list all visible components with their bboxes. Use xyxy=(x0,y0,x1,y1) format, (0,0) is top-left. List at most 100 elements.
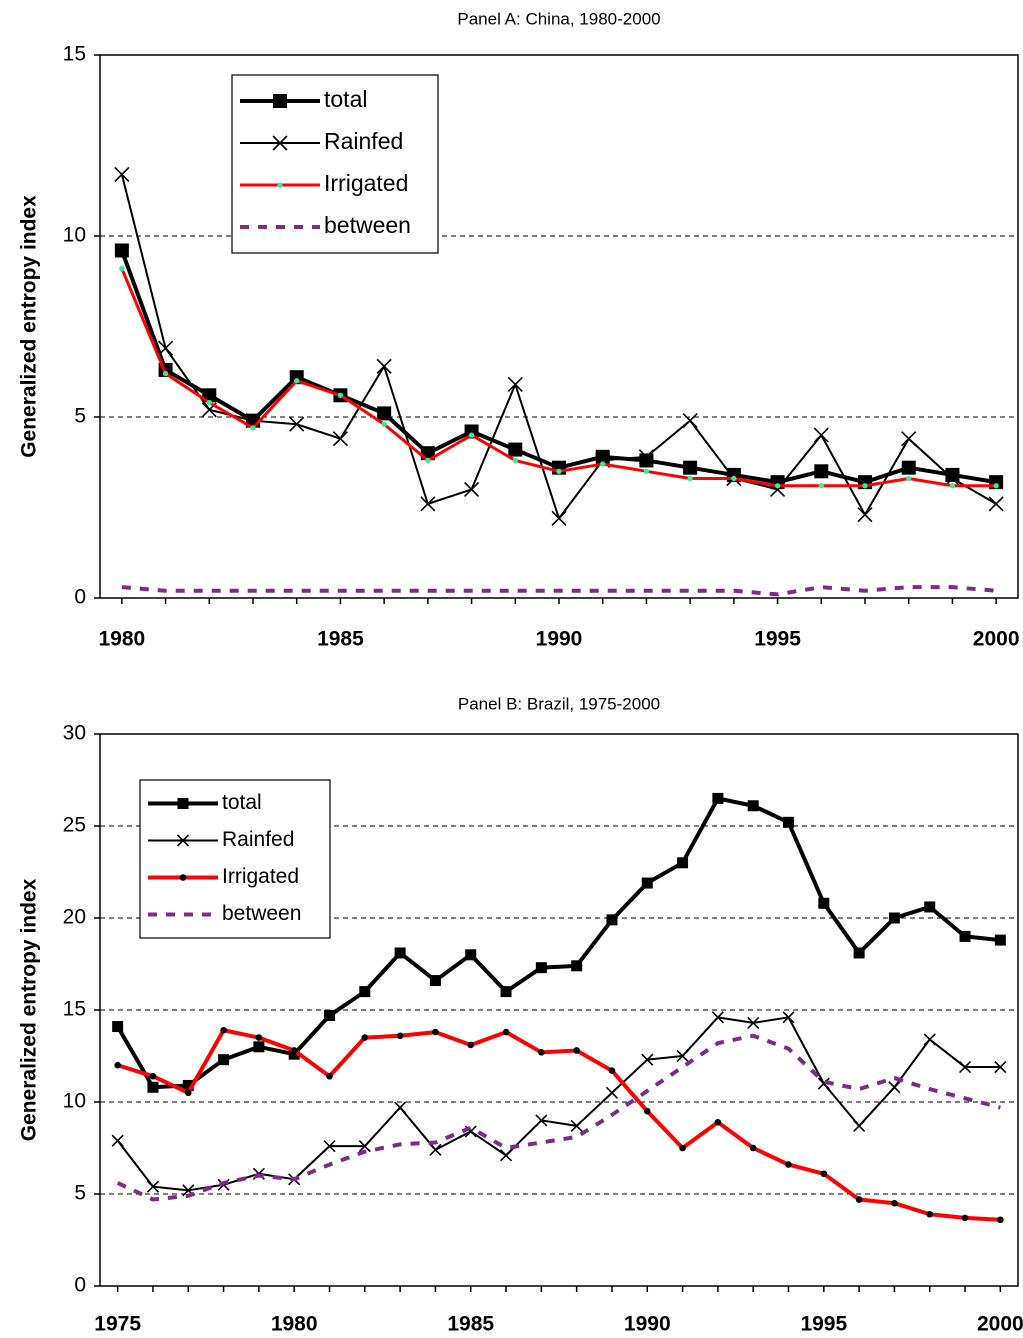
data-point xyxy=(396,1032,404,1040)
data-point xyxy=(944,470,960,487)
data-point xyxy=(570,1119,583,1132)
data-point xyxy=(855,1196,863,1203)
x-tick-label: 1985 xyxy=(447,1313,494,1336)
data-point xyxy=(817,1077,830,1090)
data-point xyxy=(949,483,956,489)
data-point xyxy=(162,370,169,377)
x-tick-label: 2000 xyxy=(973,628,1020,651)
legend-box xyxy=(231,74,439,254)
data-point xyxy=(184,1089,192,1097)
y-tick-label: 15 xyxy=(63,998,86,1021)
y-tick-label: 25 xyxy=(63,814,86,837)
data-point xyxy=(147,1081,159,1093)
data-point xyxy=(961,1214,969,1222)
chart-title: Panel A: China, 1980-2000 xyxy=(457,9,660,28)
data-point xyxy=(682,413,698,429)
legend-box xyxy=(139,779,331,939)
data-point xyxy=(853,1119,866,1132)
data-point xyxy=(600,461,606,467)
data-point xyxy=(994,934,1006,946)
data-point xyxy=(683,460,698,475)
data-point xyxy=(785,1161,792,1168)
data-point xyxy=(677,857,689,869)
data-point xyxy=(381,421,387,427)
y-tick-label: 10 xyxy=(63,1090,86,1113)
chart-title: Panel B: Brazil, 1975-2000 xyxy=(458,694,660,713)
data-point xyxy=(535,1114,548,1127)
data-point xyxy=(901,431,917,447)
data-point xyxy=(731,475,737,482)
data-point xyxy=(714,1118,722,1126)
y-tick-label: 5 xyxy=(74,1182,86,1205)
data-point xyxy=(782,1011,795,1024)
y-tick-label: 0 xyxy=(74,1274,86,1297)
data-point xyxy=(888,1081,901,1094)
x-tick-label: 1995 xyxy=(754,628,801,651)
data-point xyxy=(573,1047,580,1054)
data-point xyxy=(857,507,873,523)
x-tick-label: 2000 xyxy=(977,1313,1023,1336)
data-point xyxy=(394,1101,407,1114)
plot-frame xyxy=(99,733,1019,1287)
data-point xyxy=(112,1021,124,1033)
data-point xyxy=(774,483,781,489)
data-point xyxy=(818,483,824,489)
data-point xyxy=(958,1060,972,1074)
data-point xyxy=(923,1033,936,1046)
data-point xyxy=(500,986,512,998)
data-point xyxy=(467,1041,475,1049)
data-point xyxy=(376,358,392,374)
legend-marker xyxy=(277,182,283,188)
plot-frame xyxy=(99,54,1019,599)
x-tick-label: 1990 xyxy=(536,628,583,651)
data-point xyxy=(420,496,436,512)
data-point xyxy=(993,483,999,489)
legend-label: Rainfed xyxy=(222,828,294,851)
series-line xyxy=(117,1028,1001,1222)
data-point xyxy=(891,1199,898,1207)
data-point xyxy=(906,475,912,482)
data-point xyxy=(377,406,392,421)
data-point xyxy=(332,431,348,447)
y-axis-label: Generalized entropy index xyxy=(18,195,41,458)
data-point xyxy=(687,475,693,482)
data-point xyxy=(499,1149,513,1162)
data-point xyxy=(508,442,523,457)
data-point xyxy=(926,1210,934,1218)
y-tick-label: 20 xyxy=(63,906,86,929)
legend-label: Irrigated xyxy=(324,170,408,196)
data-point xyxy=(901,460,916,475)
data-point xyxy=(218,1054,230,1066)
series-line xyxy=(119,249,997,485)
data-point xyxy=(783,816,794,828)
panel: Panel B: Brazil, 1975-2000 Generalized en… xyxy=(18,694,1023,1335)
data-point xyxy=(994,1060,1007,1074)
data-point xyxy=(337,392,344,398)
data-point xyxy=(512,457,518,464)
data-point xyxy=(888,912,900,924)
data-point xyxy=(182,1079,194,1091)
legend-marker xyxy=(176,834,190,847)
data-point xyxy=(111,1134,124,1147)
data-point xyxy=(818,897,830,909)
data-point xyxy=(641,1053,654,1066)
y-tick-label: 0 xyxy=(74,586,86,609)
data-point xyxy=(507,376,523,392)
legend-label: Irrigated xyxy=(222,865,299,888)
data-point xyxy=(359,986,371,998)
data-point xyxy=(747,800,759,812)
data-point xyxy=(114,1061,121,1069)
data-point xyxy=(853,947,865,959)
data-point xyxy=(220,1026,227,1034)
data-point xyxy=(464,424,479,439)
y-tick-label: 15 xyxy=(63,43,86,66)
data-point xyxy=(712,792,724,804)
x-tick-label: 1985 xyxy=(317,628,364,651)
data-point xyxy=(289,416,305,432)
data-point xyxy=(814,464,829,479)
data-point xyxy=(149,1072,157,1080)
data-point xyxy=(676,1049,689,1063)
data-point xyxy=(114,243,129,258)
